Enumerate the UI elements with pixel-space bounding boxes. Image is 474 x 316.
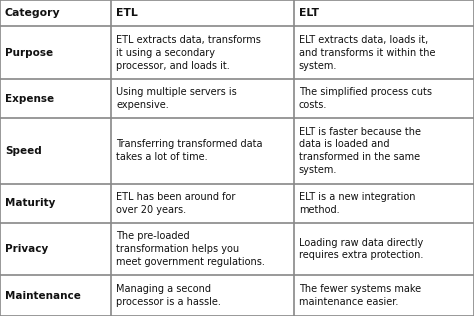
Text: Privacy: Privacy <box>5 244 48 254</box>
Text: ETL extracts data, transforms
it using a secondary
processor, and loads it.: ETL extracts data, transforms it using a… <box>117 35 261 71</box>
Text: ELT: ELT <box>299 8 319 18</box>
Text: Transferring transformed data
takes a lot of time.: Transferring transformed data takes a lo… <box>117 139 263 162</box>
Text: ELT is faster because the
data is loaded and
transformed in the same
system.: ELT is faster because the data is loaded… <box>299 127 421 175</box>
Text: Speed: Speed <box>5 146 42 156</box>
Text: The fewer systems make
maintenance easier.: The fewer systems make maintenance easie… <box>299 284 421 307</box>
Text: ELT is a new integration
method.: ELT is a new integration method. <box>299 192 415 215</box>
Text: ELT extracts data, loads it,
and transforms it within the
system.: ELT extracts data, loads it, and transfo… <box>299 35 436 71</box>
Text: The simplified process cuts
costs.: The simplified process cuts costs. <box>299 87 432 110</box>
Text: Loading raw data directly
requires extra protection.: Loading raw data directly requires extra… <box>299 238 423 260</box>
Text: ETL: ETL <box>117 8 138 18</box>
Text: ETL has been around for
over 20 years.: ETL has been around for over 20 years. <box>117 192 236 215</box>
Text: Maturity: Maturity <box>5 198 55 208</box>
Text: Using multiple servers is
expensive.: Using multiple servers is expensive. <box>117 87 237 110</box>
Text: Category: Category <box>5 8 61 18</box>
Text: Managing a second
processor is a hassle.: Managing a second processor is a hassle. <box>117 284 221 307</box>
Text: Maintenance: Maintenance <box>5 291 81 301</box>
Text: The pre-loaded
transformation helps you
meet government regulations.: The pre-loaded transformation helps you … <box>117 231 265 267</box>
Text: Expense: Expense <box>5 94 54 104</box>
Text: Purpose: Purpose <box>5 48 53 58</box>
